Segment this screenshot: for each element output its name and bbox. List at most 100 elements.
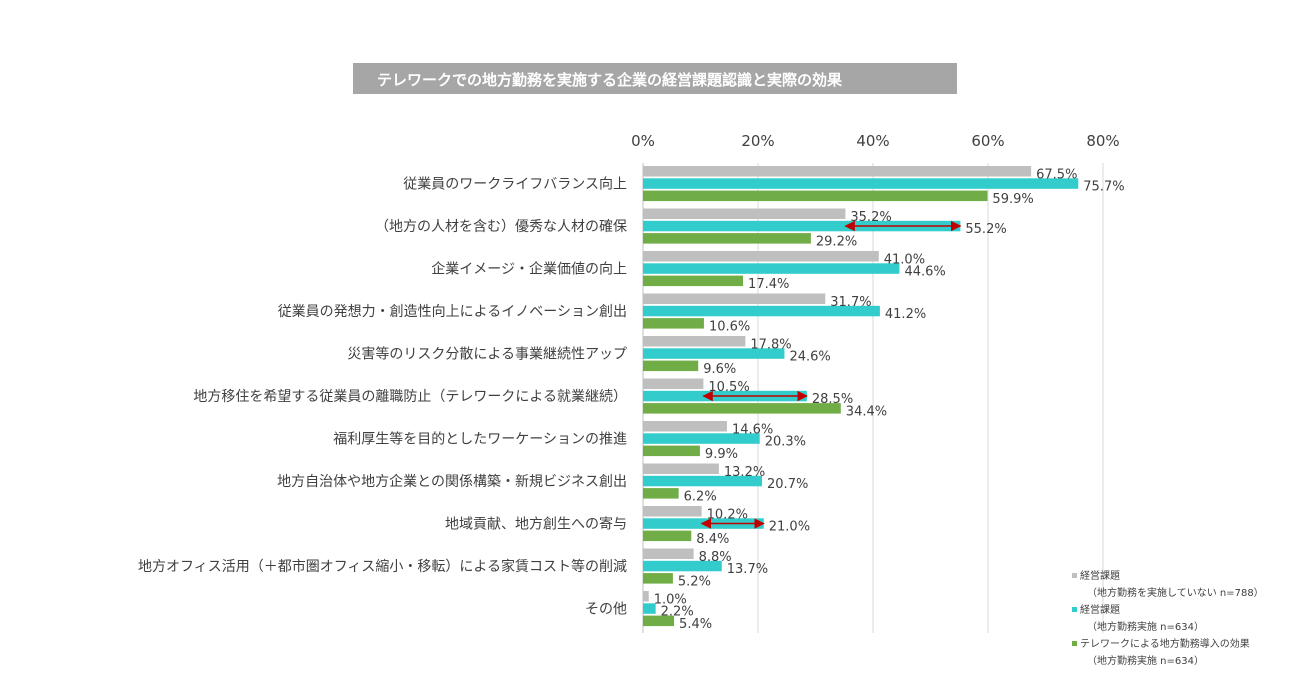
data-label: 41.2% [885, 307, 926, 322]
data-label: 5.4% [679, 617, 712, 632]
data-label: 75.7% [1083, 180, 1124, 195]
data-label: 9.9% [705, 447, 738, 462]
difference-arrows [700, 220, 962, 529]
legend-item-gray: 経営課題 [1072, 568, 1264, 585]
bar [643, 166, 1032, 177]
legend-label: テレワークによる地方勤務導入の効果 [1080, 639, 1250, 650]
data-labels: 67.5% 75.7% 59.9% 35.2% 55.2% 29.2% 41.0%44.6%… [654, 167, 1125, 632]
data-label: 8.4% [696, 532, 729, 547]
data-label: 10.2% [707, 507, 748, 522]
bar [643, 251, 879, 262]
data-label: 55.2% [965, 222, 1006, 237]
chart-title-bar: テレワークでの地方勤務を実施する企業の経営課題認識と実際の効果 [353, 63, 957, 94]
bar [643, 548, 694, 559]
x-axis-ticks: 0% 20% 40% 60% 80% [631, 132, 1120, 150]
bar [643, 305, 880, 317]
data-label: 10.5% [708, 380, 749, 395]
data-label: 20.3% [765, 435, 806, 450]
data-label: 6.2% [684, 489, 717, 504]
x-tick-label: 80% [1086, 132, 1119, 150]
data-label: 13.7% [727, 562, 768, 577]
legend-swatch-gray [1072, 573, 1077, 578]
bar [643, 360, 699, 372]
bar [643, 573, 673, 584]
data-label: 67.5% [1036, 167, 1077, 182]
data-label: 28.5% [812, 392, 853, 407]
category-label: その他 [585, 602, 627, 618]
bar [643, 208, 846, 219]
bar [643, 403, 841, 414]
bar [643, 445, 700, 457]
bar [643, 506, 702, 517]
data-label: 20.7% [767, 477, 808, 492]
data-label: 1.0% [654, 592, 687, 607]
category-label: 地方移住を希望する従業員の離職防止（テレワークによる就業継続） [193, 388, 627, 405]
bar [643, 463, 719, 474]
category-label: 企業イメージ・企業価値の向上 [431, 261, 627, 278]
bar [643, 591, 649, 602]
data-label: 14.6% [732, 422, 773, 437]
x-tick-label: 20% [741, 132, 774, 150]
data-label: 59.9% [992, 192, 1033, 207]
data-label: 29.2% [816, 234, 857, 249]
bar [643, 263, 900, 274]
legend-item-teal: 経営課題 [1072, 602, 1264, 619]
bar [643, 475, 763, 487]
data-label: 8.8% [699, 550, 732, 565]
data-label: 35.2% [850, 210, 891, 225]
category-labels: 従業員のワークライフバランス向上 （地方の人材を含む）優秀な人材の確保企業イメージ… [138, 177, 627, 618]
legend-label: 経営課題 [1080, 571, 1120, 582]
bar [643, 560, 722, 572]
chart-title: テレワークでの地方勤務を実施する企業の経営課題認識と実際の効果 [377, 71, 843, 89]
bar [643, 275, 744, 287]
bar [643, 378, 704, 389]
data-label: 21.0% [769, 520, 810, 535]
category-label: 地方オフィス活用（＋都市圏オフィス縮小・移転）による家賃コスト等の削減 [138, 558, 627, 575]
data-label: 17.4% [748, 277, 789, 292]
data-label: 13.2% [724, 465, 765, 480]
bar [643, 421, 727, 432]
bar [643, 336, 746, 347]
data-label: 31.7% [830, 295, 871, 310]
bar [643, 220, 961, 232]
bar [643, 293, 826, 304]
category-label: 災害等のリスク分散による事業継続性アップ [347, 346, 627, 363]
bar [643, 603, 656, 614]
x-tick-label: 0% [631, 132, 655, 150]
category-label: 福利厚生等を目的としたワーケーションの推進 [333, 431, 627, 448]
bar [643, 530, 692, 542]
category-label: 地方自治体や地方企業との関係構築・新規ビジネス創出 [277, 473, 627, 490]
legend-sublabel: （地方勤務実施 n=634） [1087, 622, 1204, 633]
legend: 経営課題 （地方勤務を実施していない n=788） 経営課題 （地方勤務実施 n… [1072, 568, 1264, 670]
bar [643, 190, 988, 202]
data-label: 5.2% [678, 574, 711, 589]
legend-item-green: テレワークによる地方勤務導入の効果 [1072, 636, 1264, 653]
data-label: 9.6% [703, 362, 736, 377]
bar [643, 318, 704, 329]
bar [643, 615, 675, 627]
data-label: 44.6% [904, 265, 945, 280]
data-label: 24.6% [789, 350, 830, 365]
bar [643, 433, 760, 444]
legend-sublabel: （地方勤務実施 n=634） [1087, 656, 1204, 667]
data-label: 10.6% [709, 319, 750, 334]
legend-sublabel: （地方勤務を実施していない n=788） [1087, 588, 1264, 599]
legend-swatch-teal [1072, 607, 1077, 612]
category-label: 従業員の発想力・創造性向上によるイノベーション創出 [278, 304, 627, 320]
bar [643, 233, 811, 244]
x-tick-label: 60% [971, 132, 1004, 150]
data-label: 2.2% [661, 605, 694, 620]
bar [643, 178, 1079, 189]
data-label: 41.0% [884, 252, 925, 267]
data-label: 34.4% [846, 404, 887, 419]
data-label: 17.8% [750, 337, 791, 352]
category-label: 地域貢献、地方創生への寄与 [445, 516, 627, 533]
legend-label: 経営課題 [1080, 605, 1120, 616]
legend-swatch-green [1072, 641, 1077, 646]
bar [643, 348, 785, 359]
category-label: （地方の人材を含む）優秀な人材の確保 [375, 219, 627, 235]
bar [643, 488, 679, 499]
category-label: 従業員のワークライフバランス向上 [403, 177, 627, 193]
x-tick-label: 40% [856, 132, 889, 150]
